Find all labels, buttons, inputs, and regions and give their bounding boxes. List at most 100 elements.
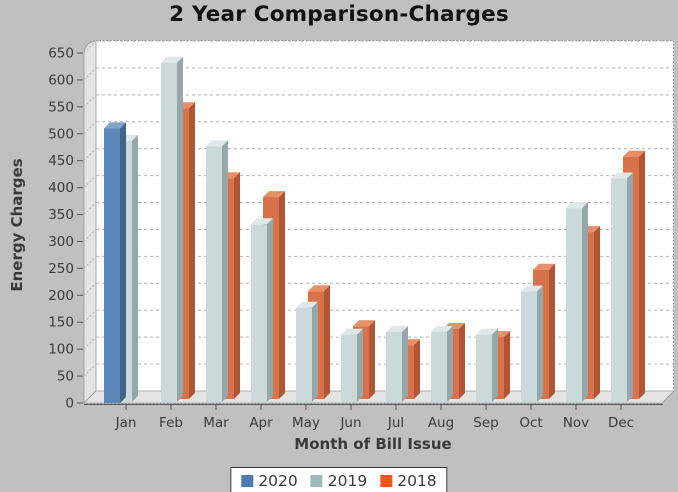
gridline-wall-segment xyxy=(83,363,97,377)
legend-label: 2019 xyxy=(327,472,368,490)
gridline-wall-segment xyxy=(83,175,97,188)
bar-2019-dec xyxy=(611,172,633,402)
legend-item-2018: 2018 xyxy=(380,472,437,490)
gridline-wall-segment xyxy=(83,121,97,135)
bar-2019-sep xyxy=(476,328,498,402)
bar-side-face xyxy=(234,172,240,399)
x-axis-ticks: Jan Feb Mar Apr May Jun Jul Aug Sep Oct Nov Dec xyxy=(115,405,634,431)
gridline-wall-segment xyxy=(83,229,97,242)
bar-2019-may xyxy=(296,301,318,402)
x-tick-label: Mar xyxy=(203,415,229,431)
bar-top-face xyxy=(533,263,555,270)
bar-top-face xyxy=(251,218,273,225)
bar-side-face xyxy=(222,140,228,402)
bar-2019-nov xyxy=(566,202,588,402)
x-tick-label: Sep xyxy=(473,415,498,431)
bar-side-face xyxy=(267,218,273,402)
y-tick-label: 600 xyxy=(48,72,74,88)
y-tick-label: 450 xyxy=(48,153,74,169)
bar-side-face xyxy=(369,320,375,399)
bar-top-face xyxy=(476,328,498,335)
x-tick-label: Aug xyxy=(428,415,454,431)
y-axis-title: Energy Charges xyxy=(8,158,26,291)
gridline-wall-segment xyxy=(83,336,97,350)
y-tick-label: 550 xyxy=(48,99,74,115)
bar-top-face xyxy=(341,328,363,335)
y-tick-label: 300 xyxy=(48,234,74,250)
legend-label: 2018 xyxy=(397,472,437,490)
legend-item-2020: 2020 xyxy=(241,472,298,490)
chart-title: 2 Year Comparison-Charges xyxy=(169,2,509,27)
bar-front-face xyxy=(251,224,267,402)
x-tick-label: Jan xyxy=(115,415,137,431)
bar-side-face xyxy=(582,202,588,402)
bar-front-face xyxy=(296,307,312,402)
bar-side-face xyxy=(447,326,453,402)
y-axis-ticks: 0 50 100 150 200 250 300 350 400 450 500 550 600 650 xyxy=(48,46,83,412)
bar-2019-aug xyxy=(431,326,453,402)
legend: 2020 2019 2018 xyxy=(230,467,448,492)
bar-side-face xyxy=(537,285,543,402)
bar-side-face xyxy=(132,134,138,402)
bar-side-face xyxy=(177,56,183,403)
y-tick-label: 650 xyxy=(48,46,74,62)
bar-side-face xyxy=(627,172,633,402)
gridline-wall-segment xyxy=(83,67,97,81)
bar-side-face xyxy=(402,326,408,402)
x-tick-label: May xyxy=(292,415,320,431)
legend-swatch-2018 xyxy=(380,475,393,487)
bar-2019-apr xyxy=(251,218,273,402)
bar-side-face xyxy=(549,263,555,399)
bar-top-face xyxy=(353,320,375,327)
y-tick-label: 0 xyxy=(65,396,74,412)
x-tick-label: Jun xyxy=(339,415,361,431)
legend-item-2019: 2019 xyxy=(310,472,368,490)
bar-side-face xyxy=(189,102,195,399)
bar-top-face xyxy=(611,172,633,179)
bar-front-face xyxy=(104,128,120,403)
gridline-wall-segment xyxy=(83,202,97,215)
bar-front-face xyxy=(341,334,357,402)
bar-front-face xyxy=(476,334,492,402)
bar-top-face xyxy=(104,122,126,129)
y-tick-label: 150 xyxy=(48,315,74,331)
bar-side-face xyxy=(459,323,465,399)
gridline-wall-segment xyxy=(83,94,97,108)
y-tick-label: 50 xyxy=(57,369,74,385)
y-tick-label: 400 xyxy=(48,180,74,196)
legend-swatch-2019 xyxy=(310,475,323,487)
bar-side-face xyxy=(414,339,420,399)
bar-front-face xyxy=(521,291,537,402)
gridline-wall-segment xyxy=(83,282,97,296)
y-tick-label: 250 xyxy=(48,261,74,277)
bar-front-face xyxy=(386,332,402,402)
x-tick-label: Apr xyxy=(249,415,273,431)
bar-top-face xyxy=(521,285,543,292)
bar-top-face xyxy=(431,326,453,332)
gridline-wall-segment xyxy=(83,309,97,323)
x-tick-label: Dec xyxy=(608,415,634,431)
bar-side-face xyxy=(639,150,645,399)
x-tick-label: Feb xyxy=(159,415,183,431)
bar-2019-jul xyxy=(386,326,408,402)
x-tick-label: Nov xyxy=(563,415,589,431)
bar-side-face xyxy=(594,226,600,399)
plot-left-wall xyxy=(83,40,97,404)
bar-2019-jun xyxy=(341,328,363,402)
bar-2020-jan xyxy=(104,122,126,403)
bars xyxy=(104,56,645,403)
gridline-wall-segment xyxy=(83,148,97,162)
bar-top-face xyxy=(566,202,588,209)
y-tick-label: 100 xyxy=(48,342,74,358)
y-tick-label: 500 xyxy=(48,126,74,142)
bar-front-face xyxy=(431,332,447,402)
x-tick-label: Jul xyxy=(387,415,404,431)
bar-side-face xyxy=(492,328,498,402)
y-tick-label: 350 xyxy=(48,207,74,223)
bar-top-face xyxy=(263,191,285,198)
bar-side-face xyxy=(312,301,318,402)
gridline-wall-segment xyxy=(83,256,97,269)
bar-front-face xyxy=(566,208,582,402)
bar-side-face xyxy=(279,191,285,399)
